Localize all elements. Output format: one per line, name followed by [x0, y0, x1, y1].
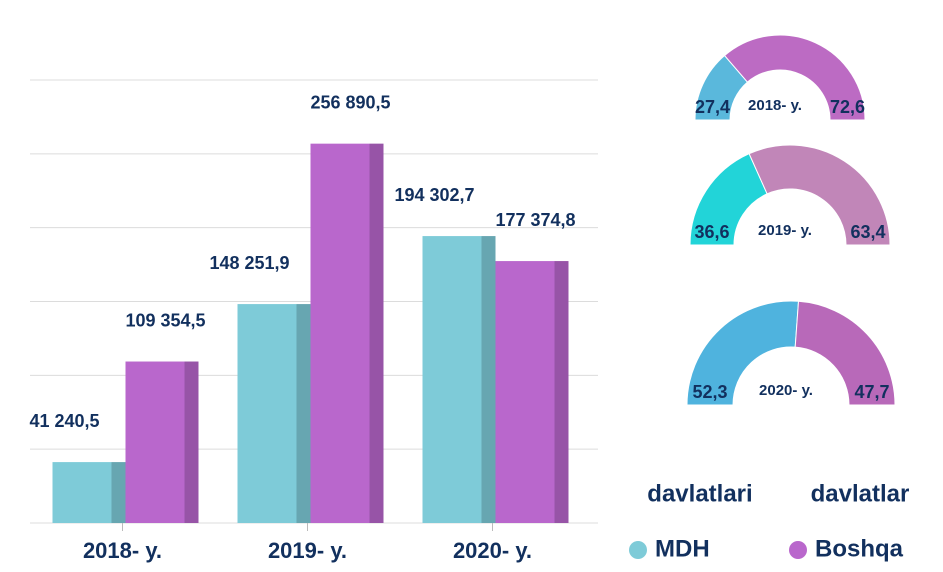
value-label: 47,7 — [854, 382, 889, 402]
donut-segment — [748, 144, 891, 246]
legend-label: Boshqa — [815, 535, 904, 562]
bar — [422, 236, 482, 523]
value-label: 36,6 — [694, 222, 729, 242]
value-label: 41 240,5 — [29, 411, 99, 431]
donut-title: 2019- y. — [758, 222, 812, 239]
legend-swatch — [629, 541, 647, 559]
legend-label: MDH — [655, 535, 710, 562]
legend-label-suffix: davlatlari — [647, 480, 752, 507]
value-label: 63,4 — [850, 222, 885, 242]
legend-swatch — [789, 541, 807, 559]
bar-side-shade — [369, 143, 384, 523]
bar — [52, 462, 112, 523]
value-label: 27,4 — [695, 97, 730, 117]
bar-side — [554, 261, 569, 523]
bar-side-shade — [184, 361, 199, 523]
bar-side — [296, 304, 311, 523]
bar-side-shade — [111, 462, 126, 523]
x-tick-label: 2018- y. — [83, 538, 162, 563]
value-label: 256 890,5 — [310, 92, 390, 112]
bar-side — [481, 236, 496, 523]
bar — [125, 361, 185, 523]
value-label: 52,3 — [692, 382, 727, 402]
donut-title: 2020- y. — [759, 382, 813, 399]
value-label: 177 374,8 — [495, 210, 575, 230]
legend-label-suffix: davlatlar — [811, 480, 910, 507]
value-label: 194 302,7 — [394, 185, 474, 205]
value-label: 109 354,5 — [125, 310, 205, 330]
donut-segment — [794, 300, 896, 406]
bar — [237, 304, 297, 523]
donut-title: 2018- y. — [748, 97, 802, 114]
x-tick-label: 2020- y. — [453, 538, 532, 563]
bar-side — [184, 361, 199, 523]
bar-side-shade — [554, 261, 569, 523]
bar — [495, 261, 555, 523]
bar-side — [111, 462, 126, 523]
x-tick-label: 2019- y. — [268, 538, 347, 563]
value-label: 148 251,9 — [209, 253, 289, 273]
bar-side-shade — [481, 236, 496, 523]
bar — [310, 143, 370, 523]
donut-segment — [723, 34, 866, 121]
bar-side — [369, 143, 384, 523]
value-label: 72,6 — [830, 97, 865, 117]
bar-side-shade — [296, 304, 311, 523]
donut-segment — [686, 300, 800, 406]
